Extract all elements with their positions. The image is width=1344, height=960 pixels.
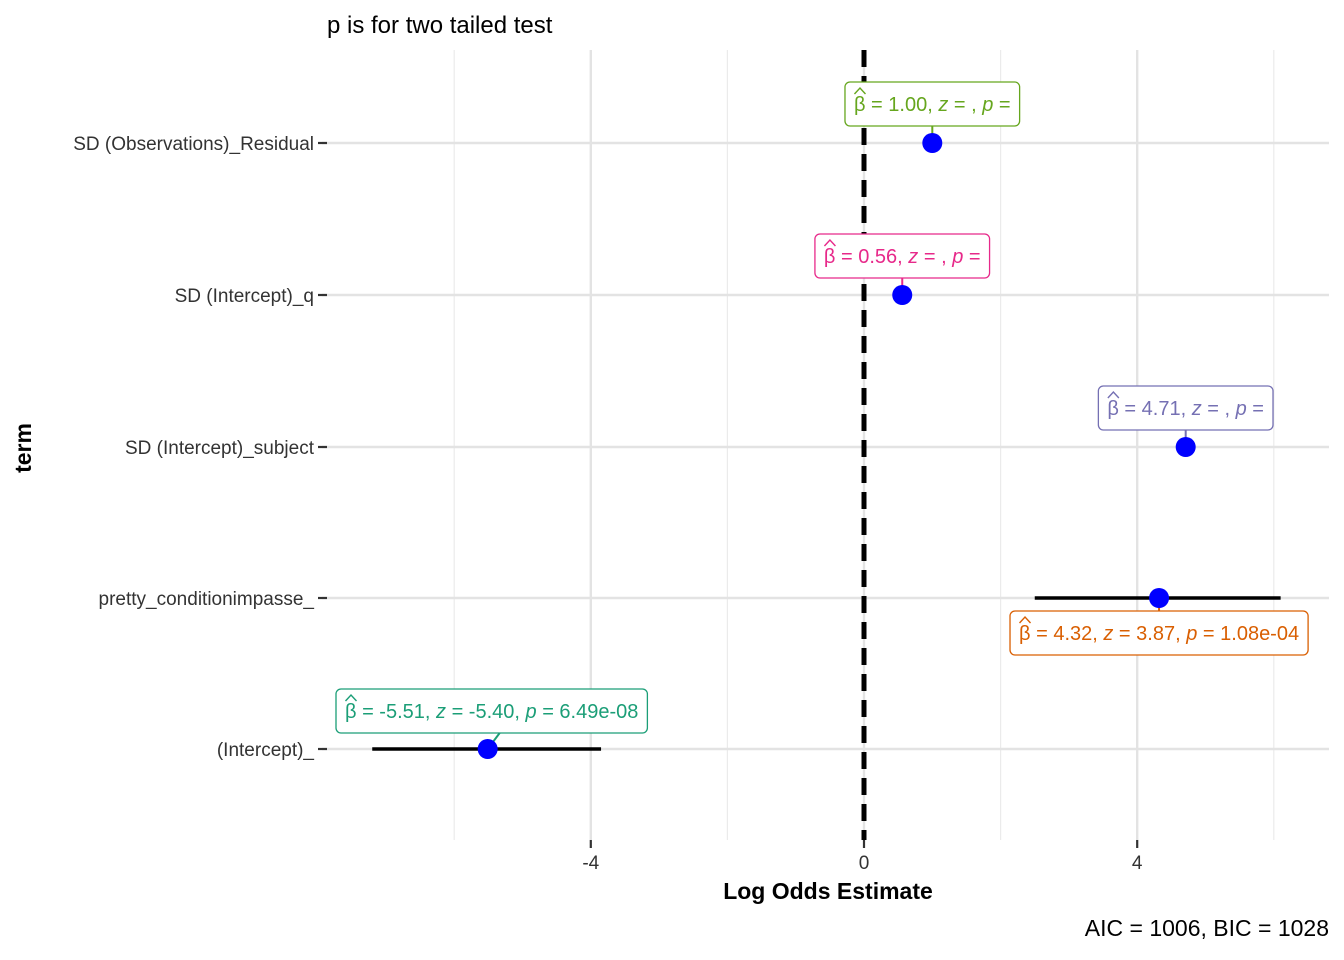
x-axis: -4 0 4	[582, 840, 1143, 874]
label-box	[335, 688, 649, 734]
x-tick-label: 0	[859, 853, 870, 874]
beta-hat	[344, 693, 358, 702]
estimate-point	[922, 133, 943, 153]
estimate-label-text: β = 4.32, z = 3.87, p = 1.08e-04	[1019, 623, 1299, 645]
estimate-label: β = 4.32, z = 3.87, p = 1.08e-04	[1009, 598, 1309, 656]
y-tick-label: (Intercept)_	[217, 740, 315, 761]
estimate-labels: β = 1.00, z = , p = β = 0.56, z = , p = …	[335, 81, 1309, 759]
estimate-label: β = 1.00, z = , p =	[844, 81, 1021, 143]
estimate-label: β = -5.51, z = -5.40, p = 6.49e-08	[335, 688, 649, 750]
estimate-point	[1175, 437, 1196, 457]
estimate-label: β = 0.56, z = , p =	[814, 233, 991, 295]
y-axis-title: term	[10, 423, 36, 473]
estimate-point	[1149, 588, 1170, 608]
beta-hat	[853, 86, 866, 95]
estimate-label-text: β = 4.71, z = , p =	[1107, 398, 1264, 420]
beta-hat	[823, 238, 836, 247]
y-tick-label: SD (Observations)_Residual	[73, 134, 314, 155]
estimate-label-text: β = -5.51, z = -5.40, p = 6.49e-08	[345, 701, 638, 723]
estimate-label-text: β = 1.00, z = , p =	[854, 94, 1011, 116]
beta-hat	[1107, 390, 1120, 399]
estimate-point	[477, 739, 498, 759]
estimate-point	[892, 285, 913, 305]
y-tick-label: SD (Intercept)_q	[175, 286, 314, 307]
y-axis: SD (Observations)_Residual SD (Intercept)…	[73, 134, 327, 761]
chart-subtitle: p is for two tailed test	[327, 12, 553, 39]
y-tick-label: pretty_conditionimpasse_	[99, 589, 315, 610]
x-axis-title: Log Odds Estimate	[723, 878, 933, 904]
x-tick-label: 4	[1132, 853, 1143, 874]
estimate-label: β = 4.71, z = , p =	[1097, 385, 1274, 447]
estimate-label-text: β = 0.56, z = , p =	[824, 246, 981, 268]
x-tick-label: -4	[582, 853, 599, 874]
beta-hat	[1019, 615, 1032, 624]
chart-caption: AIC = 1006, BIC = 1028	[1085, 915, 1329, 941]
y-tick-label: SD (Intercept)_subject	[125, 438, 315, 459]
